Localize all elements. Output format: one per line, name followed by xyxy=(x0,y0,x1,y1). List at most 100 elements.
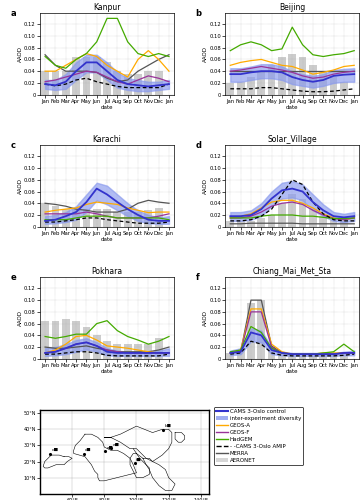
Bar xyxy=(330,220,338,226)
Text: b■: b■ xyxy=(164,424,171,428)
Bar xyxy=(103,341,111,359)
Bar xyxy=(52,71,59,94)
Y-axis label: AAOD: AAOD xyxy=(18,178,23,194)
Bar xyxy=(155,338,163,359)
Bar xyxy=(41,71,49,94)
Bar xyxy=(268,347,276,359)
Bar xyxy=(93,209,101,226)
Bar xyxy=(278,204,286,227)
Bar xyxy=(144,71,152,94)
Bar xyxy=(319,71,327,94)
Bar xyxy=(237,82,245,94)
Bar xyxy=(52,206,59,227)
Y-axis label: AAOD: AAOD xyxy=(203,46,208,62)
Y-axis label: AAOD: AAOD xyxy=(18,46,23,62)
Text: c■: c■ xyxy=(85,448,91,452)
Text: e■: e■ xyxy=(112,442,119,446)
Bar xyxy=(82,209,90,226)
Bar xyxy=(227,83,234,94)
Bar xyxy=(124,344,131,359)
Text: a: a xyxy=(11,9,16,18)
Bar xyxy=(340,221,348,226)
Y-axis label: AAOD: AAOD xyxy=(18,310,23,326)
X-axis label: date: date xyxy=(286,370,298,374)
Bar xyxy=(41,204,49,227)
X-axis label: date: date xyxy=(286,238,298,242)
Bar xyxy=(72,320,80,359)
Text: c: c xyxy=(11,142,15,150)
Bar xyxy=(82,56,90,94)
X-axis label: date: date xyxy=(286,105,298,110)
Bar xyxy=(144,344,152,359)
Title: Pokhara: Pokhara xyxy=(91,267,123,276)
Bar xyxy=(82,326,90,359)
Title: Karachi: Karachi xyxy=(93,135,122,144)
Text: e: e xyxy=(11,274,16,282)
Bar xyxy=(299,56,306,94)
Text: f: f xyxy=(196,274,199,282)
Bar xyxy=(72,209,80,226)
Bar xyxy=(299,356,306,359)
Bar xyxy=(62,71,70,94)
Bar xyxy=(114,71,121,94)
Bar xyxy=(52,320,59,359)
Y-axis label: AAOD: AAOD xyxy=(203,178,208,194)
Text: f■: f■ xyxy=(136,458,142,462)
Bar xyxy=(309,66,317,94)
Bar xyxy=(288,54,296,94)
Bar xyxy=(309,209,317,226)
Bar xyxy=(330,353,338,359)
Bar xyxy=(114,212,121,226)
Bar xyxy=(319,354,327,359)
Bar xyxy=(330,77,338,94)
Bar xyxy=(114,344,121,359)
Bar xyxy=(41,320,49,359)
Bar xyxy=(268,215,276,226)
Bar xyxy=(155,71,163,94)
Bar xyxy=(227,353,234,359)
Bar xyxy=(93,336,101,359)
Bar xyxy=(144,210,152,226)
Bar xyxy=(134,344,142,359)
Bar xyxy=(155,208,163,227)
Bar xyxy=(72,56,80,94)
Bar xyxy=(278,56,286,94)
Bar xyxy=(62,319,70,359)
Legend: CAMS 3-Oslo control, inter-experiment diversity, GEOS-A, GEOS-F, HadGEM, - -CAMS: CAMS 3-Oslo control, inter-experiment di… xyxy=(214,407,303,465)
Bar xyxy=(288,354,296,359)
X-axis label: date: date xyxy=(101,238,113,242)
X-axis label: date: date xyxy=(101,105,113,110)
Bar xyxy=(237,350,245,359)
Title: Kanpur: Kanpur xyxy=(93,2,121,12)
Bar xyxy=(268,66,276,94)
Bar xyxy=(257,300,265,359)
Bar xyxy=(124,212,131,226)
Bar xyxy=(299,198,306,226)
Bar xyxy=(278,352,286,359)
Bar xyxy=(93,56,101,94)
Bar xyxy=(247,77,255,94)
Bar xyxy=(103,62,111,94)
Text: d: d xyxy=(196,142,201,150)
Bar xyxy=(309,356,317,359)
Bar xyxy=(257,71,265,94)
Text: b: b xyxy=(196,9,201,18)
Title: Solar_Village: Solar_Village xyxy=(268,135,317,144)
Title: Beijing: Beijing xyxy=(279,2,305,12)
Bar xyxy=(62,209,70,226)
Bar xyxy=(288,194,296,226)
Bar xyxy=(227,221,234,226)
Bar xyxy=(134,212,142,226)
Text: d■: d■ xyxy=(52,448,59,452)
Bar xyxy=(319,216,327,226)
Bar xyxy=(134,74,142,94)
Bar xyxy=(340,353,348,359)
Title: Chiang_Mai_Met_Sta: Chiang_Mai_Met_Sta xyxy=(253,267,332,276)
Bar xyxy=(237,221,245,226)
Bar xyxy=(103,209,111,226)
Bar xyxy=(247,303,255,359)
Y-axis label: AAOD: AAOD xyxy=(203,310,208,326)
Bar xyxy=(124,74,131,94)
Bar xyxy=(340,82,348,94)
Text: a■: a■ xyxy=(106,446,113,450)
